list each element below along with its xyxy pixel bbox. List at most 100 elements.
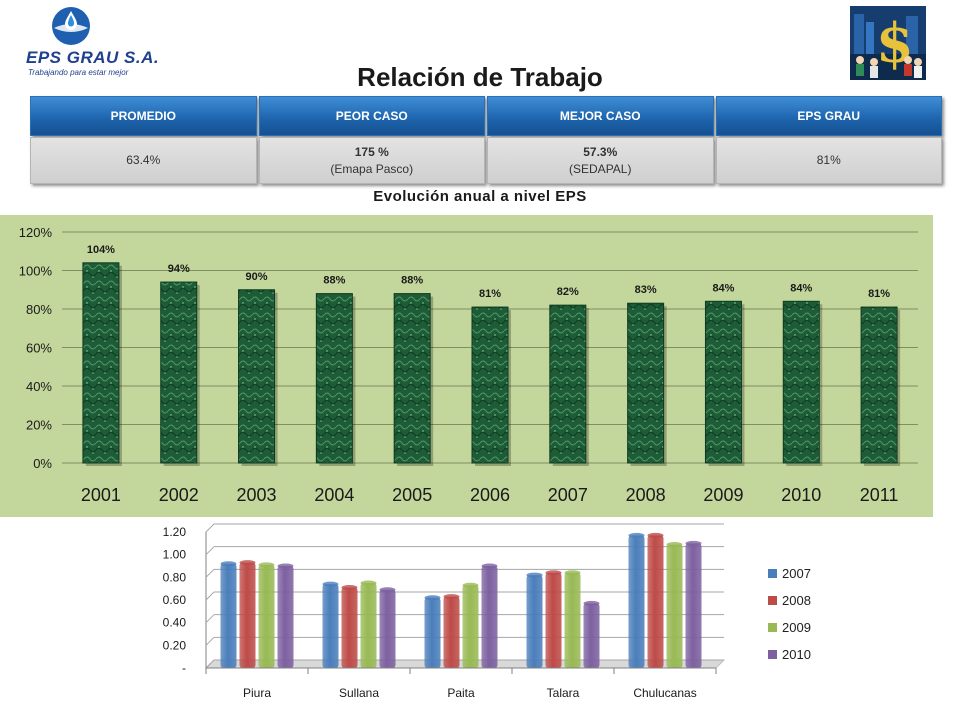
- bar-top: [277, 563, 294, 569]
- y-tick-label: 100%: [19, 264, 53, 279]
- bar-top: [481, 563, 498, 569]
- x-tick-label: Talara: [547, 686, 580, 700]
- x-tick-label: 2006: [470, 485, 510, 505]
- y-tick-label: 80%: [26, 302, 52, 317]
- legend-label: 2009: [782, 620, 811, 635]
- bar: [315, 293, 353, 464]
- bar-body: [220, 563, 237, 668]
- bar-top: [545, 570, 562, 576]
- bar-top: [239, 560, 256, 566]
- bar: [545, 570, 562, 668]
- gridline-depth: [205, 523, 215, 533]
- y-tick-label: 1.00: [163, 548, 187, 562]
- bar-top: [583, 600, 600, 606]
- x-tick-label: 2010: [781, 485, 821, 505]
- bar-top: [628, 532, 645, 538]
- y-tick-label: 0%: [33, 456, 52, 471]
- bar-top: [666, 541, 683, 547]
- page-title: Relación de Trabajo: [357, 62, 603, 92]
- x-tick-label: 2008: [626, 485, 666, 505]
- bar: [471, 306, 509, 464]
- x-tick-label: 2007: [548, 485, 588, 505]
- bar-body: [526, 575, 543, 668]
- bar: [322, 581, 339, 668]
- kpi-value: 63.4%: [126, 153, 161, 167]
- eps-city-chart: - 0.20 0.40 0.60 0.80 1.00 1.20 Piura Sullana Pai…: [140, 520, 740, 720]
- bar: [481, 563, 498, 668]
- x-tick-label: Sullana: [339, 686, 379, 700]
- kpi-column-mejor-caso: MEJOR CASO 57.3% (SEDAPAL): [487, 96, 716, 184]
- bar: [564, 570, 581, 668]
- legend-item: 2007: [768, 560, 838, 587]
- y-tick-label: -: [182, 661, 186, 675]
- legend-item: 2009: [768, 614, 838, 641]
- kpi-value-cell: 175 % (Emapa Pasco): [258, 137, 485, 184]
- x-tick-label: Paita: [447, 686, 475, 700]
- bar-body: [322, 584, 339, 668]
- bar-body: [564, 572, 581, 668]
- bar-top: [341, 585, 358, 591]
- bar-body: [583, 603, 600, 668]
- eps-city-chart-svg: - 0.20 0.40 0.60 0.80 1.00 1.20 Piura Sullana Pai…: [163, 523, 726, 700]
- bar-top: [647, 532, 664, 538]
- kpi-value-cell: 81%: [715, 137, 942, 184]
- x-tick-label: Chulucanas: [633, 686, 696, 700]
- bar-body: [360, 583, 377, 668]
- data-label: 82%: [557, 286, 579, 298]
- bar-body: [545, 572, 562, 668]
- legend-swatch: [768, 623, 777, 632]
- bar: [341, 585, 358, 668]
- y-tick-label: 0.40: [163, 616, 187, 630]
- x-tick-label: 2002: [159, 485, 199, 505]
- bar-body: [341, 587, 358, 668]
- bar-top: [220, 561, 237, 567]
- x-tick-label: 2005: [392, 485, 432, 505]
- kpi-value-note: (SEDAPAL): [569, 161, 632, 176]
- bar-top: [685, 540, 702, 546]
- data-label: 83%: [635, 284, 657, 296]
- data-label: 90%: [246, 271, 268, 283]
- legend-item: 2008: [768, 587, 838, 614]
- money-people-image: $: [850, 6, 926, 80]
- kpi-header: PROMEDIO: [30, 96, 257, 136]
- legend-item: 2010: [768, 641, 838, 668]
- bar: [379, 587, 396, 668]
- y-tick-label: 0.20: [163, 638, 187, 652]
- kpi-table: PROMEDIO 63.4% PEOR CASO 175 % (Emapa Pa…: [30, 96, 944, 184]
- data-label: 84%: [712, 282, 734, 294]
- kpi-value-cell: 63.4%: [30, 137, 257, 184]
- y-tick-label: 1.20: [163, 525, 187, 539]
- bar: [860, 306, 898, 464]
- water-drop-icon: [52, 7, 90, 45]
- bar: [160, 281, 198, 464]
- bar: [239, 560, 256, 668]
- bar-body: [443, 596, 460, 668]
- data-label: 94%: [168, 263, 190, 275]
- legend-label: 2007: [782, 566, 811, 581]
- bar-body: [481, 566, 498, 668]
- bar: [685, 540, 702, 668]
- bar: [583, 600, 600, 668]
- bar: [393, 293, 431, 464]
- bar: [628, 532, 645, 668]
- x-tick-label: 2001: [81, 485, 121, 505]
- bar: [462, 582, 479, 668]
- data-label: 81%: [868, 288, 890, 300]
- brand-name: EPS GRAU S.A.: [26, 48, 160, 67]
- bar-top: [462, 582, 479, 588]
- brand-tagline: Trabajando para estar mejor: [28, 68, 129, 77]
- bar-body: [258, 564, 275, 668]
- bar-top: [322, 581, 339, 587]
- legend-label: 2010: [782, 647, 811, 662]
- kpi-column-eps-grau: EPS GRAU 81%: [715, 96, 945, 184]
- bar-top: [360, 580, 377, 586]
- bar: [782, 300, 820, 464]
- x-tick-label: 2004: [314, 485, 354, 505]
- gridline-depth: [205, 614, 215, 624]
- bar: [238, 289, 276, 464]
- kpi-value: 175 %: [354, 144, 389, 159]
- gridline-depth: [205, 546, 215, 556]
- kpi-value-cell: 57.3% (SEDAPAL): [487, 137, 714, 184]
- gridline-depth: [205, 659, 215, 669]
- kpi-column-promedio: PROMEDIO 63.4%: [30, 96, 259, 184]
